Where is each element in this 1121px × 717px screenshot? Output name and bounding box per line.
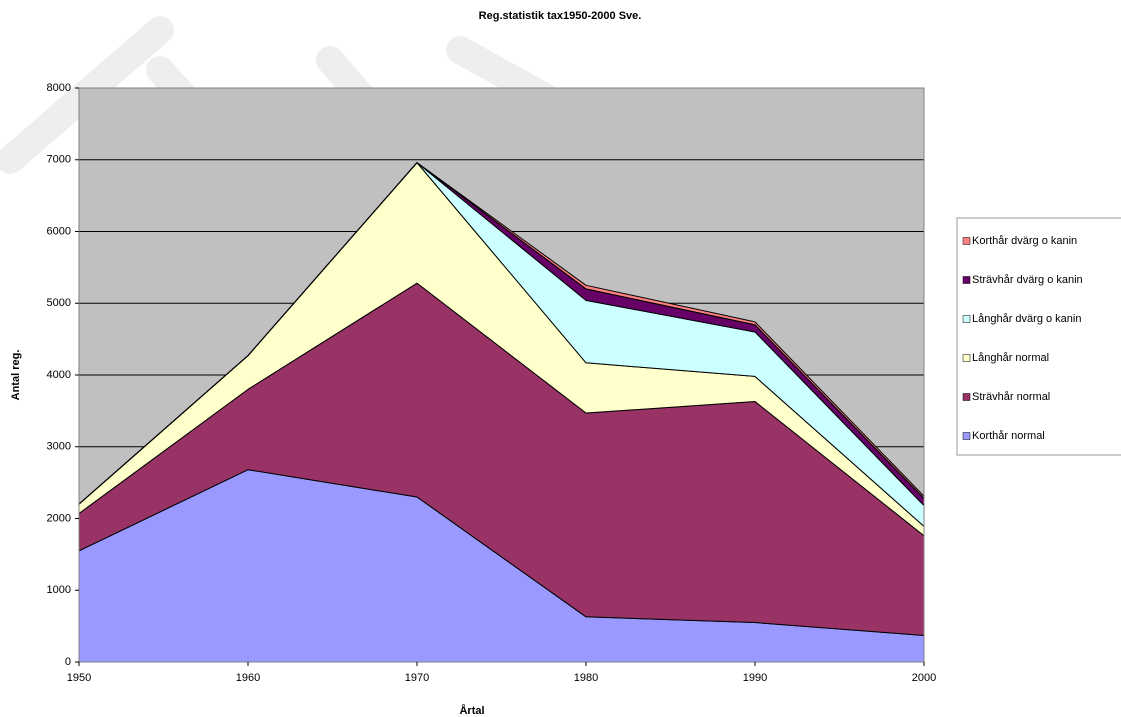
x-axis-label: Årtal [459,704,484,717]
x-tick-label: 1950 [67,672,91,684]
legend-swatch [962,354,971,362]
x-tick-label: 1970 [405,672,429,684]
legend-swatch [962,237,971,245]
y-tick-label: 2000 [47,512,71,524]
x-tick-label: 1980 [574,672,598,684]
legend-swatch [962,315,971,323]
x-tick-label: 1990 [743,672,767,684]
y-tick-label: 7000 [47,154,71,166]
y-tick-label: 1000 [47,584,71,596]
y-tick-label: 6000 [47,225,71,237]
y-tick-label: 4000 [47,369,71,381]
chart-title: Reg.statistik tax1950-2000 Sve. [479,10,642,22]
legend-swatch [962,393,971,401]
x-tick-label: 2000 [912,672,936,684]
legend-swatch [962,276,971,284]
y-axis-label: Antal reg. [10,350,22,401]
y-tick-label: 3000 [47,441,71,453]
x-tick-label: 1960 [236,672,260,684]
y-tick-label: 8000 [47,82,71,94]
legend-label: Korthår normal [972,430,1045,442]
legend-label: Långhår dvärg o kanin [972,313,1081,325]
y-tick-label: 5000 [47,297,71,309]
legend-label: Långhår normal [972,352,1049,364]
legend-label: Strävhår dvärg o kanin [972,274,1083,286]
legend-swatch [962,432,971,440]
y-tick-label: 0 [65,656,71,668]
legend-label: Korthår dvärg o kanin [972,235,1077,247]
legend [956,217,1121,456]
legend-label: Strävhår normal [972,391,1050,403]
